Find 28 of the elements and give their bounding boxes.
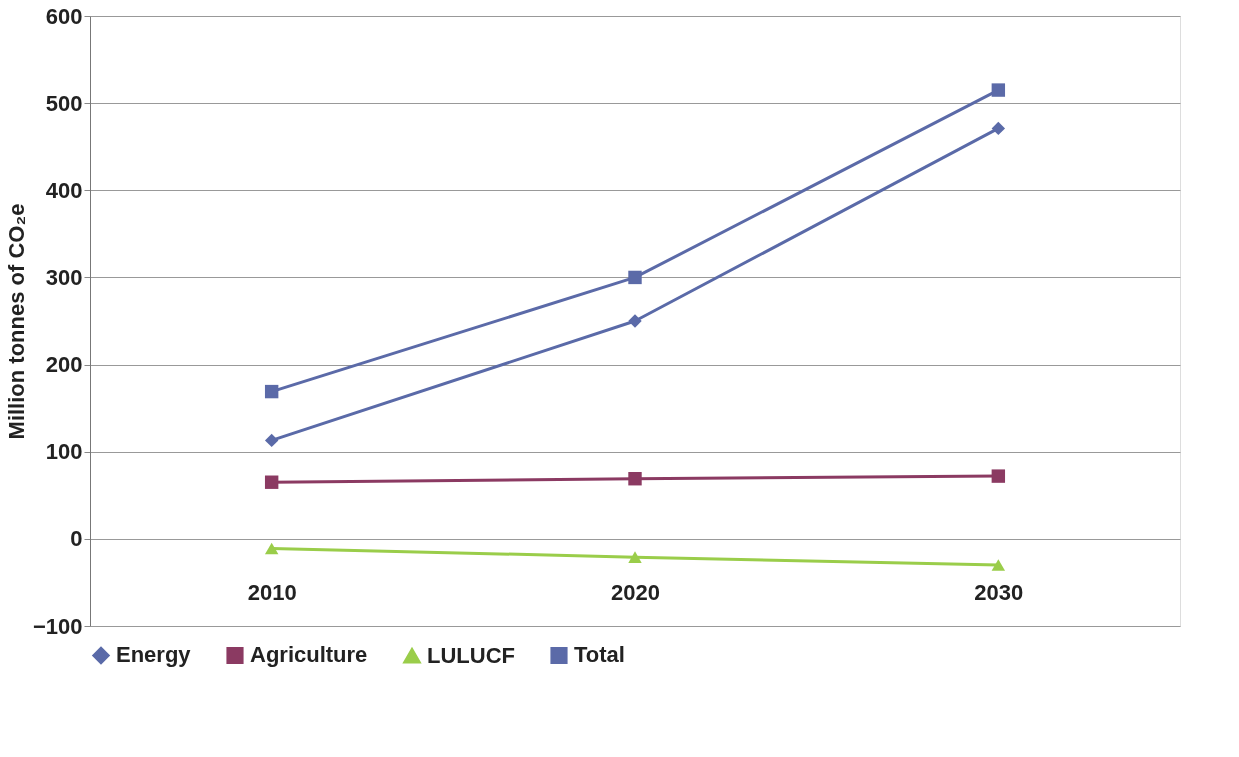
- x-tick-label: 2020: [611, 580, 660, 606]
- y-axis-title: Million tonnes of CO₂e: [3, 203, 29, 440]
- legend-label: Energy: [116, 642, 192, 668]
- point: [628, 314, 642, 328]
- x-tick-label: 2030: [974, 580, 1024, 606]
- y-tick-label: −100: [32, 613, 83, 639]
- y-tick-label: 0: [70, 526, 83, 552]
- point: [991, 121, 1006, 136]
- point: [991, 559, 1006, 571]
- point: [264, 475, 279, 489]
- point: [264, 433, 279, 448]
- y-tick-label: 200: [45, 352, 83, 378]
- point: [628, 472, 642, 486]
- y-tick-label: 500: [45, 90, 83, 116]
- point: [264, 384, 279, 399]
- point: [264, 542, 279, 555]
- y-tick-label: 600: [45, 3, 83, 29]
- legend-label: Total: [574, 642, 625, 668]
- legend-label: LULUCF: [427, 642, 515, 668]
- point: [628, 551, 642, 563]
- x-tick-label: 2010: [247, 580, 297, 606]
- point: [991, 469, 1006, 483]
- point: [991, 83, 1006, 97]
- y-tick-label: 400: [45, 177, 83, 203]
- y-tick-label: 100: [45, 439, 83, 465]
- point: [628, 270, 642, 285]
- y-tick-label: 300: [45, 264, 83, 290]
- legend-label: Agriculture: [250, 642, 368, 668]
